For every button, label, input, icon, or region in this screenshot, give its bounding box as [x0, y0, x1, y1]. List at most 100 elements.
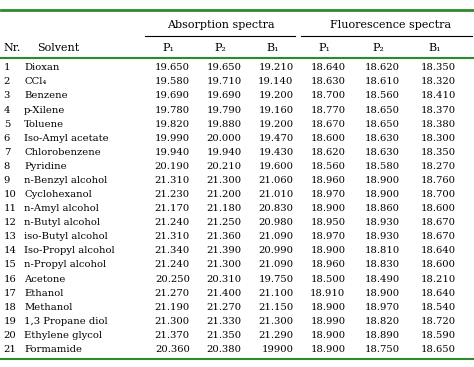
Text: Ethylene glycol: Ethylene glycol	[24, 331, 102, 340]
Text: 21.240: 21.240	[155, 218, 190, 227]
Text: Nr.: Nr.	[4, 43, 21, 53]
Text: Ethanol: Ethanol	[24, 288, 64, 298]
Text: 21.310: 21.310	[155, 232, 190, 241]
Text: 18.670: 18.670	[421, 218, 456, 227]
Text: 18.320: 18.320	[421, 77, 456, 86]
Text: 1,3 Propane diol: 1,3 Propane diol	[24, 317, 108, 326]
Text: 21.230: 21.230	[155, 190, 190, 199]
Text: 18.950: 18.950	[310, 218, 346, 227]
Text: 21.090: 21.090	[258, 232, 293, 241]
Text: 13: 13	[4, 232, 17, 241]
Text: 21.170: 21.170	[155, 204, 190, 213]
Text: 18.770: 18.770	[310, 106, 346, 115]
Text: 18.670: 18.670	[421, 232, 456, 241]
Text: 18.540: 18.540	[421, 303, 456, 312]
Text: 21.390: 21.390	[207, 246, 242, 255]
Text: 19.820: 19.820	[155, 120, 190, 128]
Text: 8: 8	[4, 162, 10, 171]
Text: 18.900: 18.900	[310, 204, 346, 213]
Text: 21.370: 21.370	[155, 331, 190, 340]
Text: 20.990: 20.990	[258, 246, 293, 255]
Text: 20.380: 20.380	[207, 345, 242, 354]
Text: 3: 3	[4, 91, 10, 101]
Text: 21.150: 21.150	[258, 303, 293, 312]
Text: 21.100: 21.100	[258, 288, 293, 298]
Text: 20: 20	[4, 331, 17, 340]
Text: 18.970: 18.970	[365, 303, 400, 312]
Text: 18.670: 18.670	[310, 120, 346, 128]
Text: 18.900: 18.900	[365, 176, 400, 185]
Text: Benzene: Benzene	[24, 91, 68, 101]
Text: 18.960: 18.960	[310, 176, 346, 185]
Text: 18.210: 18.210	[421, 275, 456, 284]
Text: 18.350: 18.350	[421, 63, 456, 72]
Text: 12: 12	[4, 218, 17, 227]
Text: 18.900: 18.900	[310, 331, 346, 340]
Text: 18.700: 18.700	[310, 91, 346, 101]
Text: 21.060: 21.060	[258, 176, 293, 185]
Text: n-Butyl alcohol: n-Butyl alcohol	[24, 218, 100, 227]
Text: 20.000: 20.000	[207, 134, 242, 143]
Text: 19900: 19900	[262, 345, 293, 354]
Text: n-Benzyl alcohol: n-Benzyl alcohol	[24, 176, 107, 185]
Text: 21.250: 21.250	[207, 218, 242, 227]
Text: 20.360: 20.360	[155, 345, 190, 354]
Text: 18.560: 18.560	[365, 91, 400, 101]
Text: 18.600: 18.600	[421, 204, 456, 213]
Text: 18.720: 18.720	[421, 317, 456, 326]
Text: 1: 1	[4, 63, 10, 72]
Text: Methanol: Methanol	[24, 303, 73, 312]
Text: 18.650: 18.650	[421, 345, 456, 354]
Text: 18.900: 18.900	[310, 345, 346, 354]
Text: 18.600: 18.600	[310, 134, 346, 143]
Text: 19.940: 19.940	[155, 148, 190, 157]
Text: iso-Butyl alcohol: iso-Butyl alcohol	[24, 232, 108, 241]
Text: 18.860: 18.860	[365, 204, 400, 213]
Text: 19.650: 19.650	[155, 63, 190, 72]
Text: 19.940: 19.940	[207, 148, 242, 157]
Text: P₂: P₂	[373, 43, 384, 53]
Text: CCl₄: CCl₄	[24, 77, 46, 86]
Text: 18.590: 18.590	[421, 331, 456, 340]
Text: 18.900: 18.900	[310, 246, 346, 255]
Text: p-Xilene: p-Xilene	[24, 106, 65, 115]
Text: 18.810: 18.810	[365, 246, 400, 255]
Text: 18.930: 18.930	[365, 232, 400, 241]
Text: 18.830: 18.830	[365, 261, 400, 269]
Text: 21.010: 21.010	[258, 190, 293, 199]
Text: Solvent: Solvent	[37, 43, 79, 53]
Text: 18.900: 18.900	[365, 288, 400, 298]
Text: 21.240: 21.240	[155, 261, 190, 269]
Text: 18.620: 18.620	[365, 63, 400, 72]
Text: 4: 4	[4, 106, 10, 115]
Text: Formamide: Formamide	[24, 345, 82, 354]
Text: 18.630: 18.630	[310, 77, 346, 86]
Text: 18.630: 18.630	[365, 148, 400, 157]
Text: 18.500: 18.500	[310, 275, 346, 284]
Text: 19.160: 19.160	[258, 106, 293, 115]
Text: 21.300: 21.300	[207, 176, 242, 185]
Text: Cyclohexanol: Cyclohexanol	[24, 190, 92, 199]
Text: 21.360: 21.360	[207, 232, 242, 241]
Text: 14: 14	[4, 246, 17, 255]
Text: 19.690: 19.690	[155, 91, 190, 101]
Text: 19.470: 19.470	[258, 134, 293, 143]
Text: 18.560: 18.560	[310, 162, 346, 171]
Text: P₁: P₁	[318, 43, 330, 53]
Text: 21.270: 21.270	[155, 288, 190, 298]
Text: 18.380: 18.380	[421, 120, 456, 128]
Text: B₁: B₁	[428, 43, 441, 53]
Text: Iso-Propyl alcohol: Iso-Propyl alcohol	[24, 246, 115, 255]
Text: 18.970: 18.970	[310, 190, 346, 199]
Text: 11: 11	[4, 204, 17, 213]
Text: 21.330: 21.330	[207, 317, 242, 326]
Text: 19.790: 19.790	[207, 106, 242, 115]
Text: 20.830: 20.830	[258, 204, 293, 213]
Text: Pyridine: Pyridine	[24, 162, 67, 171]
Text: 18.820: 18.820	[365, 317, 400, 326]
Text: 7: 7	[4, 148, 10, 157]
Text: 21.300: 21.300	[258, 317, 293, 326]
Text: 21.090: 21.090	[258, 261, 293, 269]
Text: Fluorescence spectra: Fluorescence spectra	[329, 20, 451, 30]
Text: 19.990: 19.990	[155, 134, 190, 143]
